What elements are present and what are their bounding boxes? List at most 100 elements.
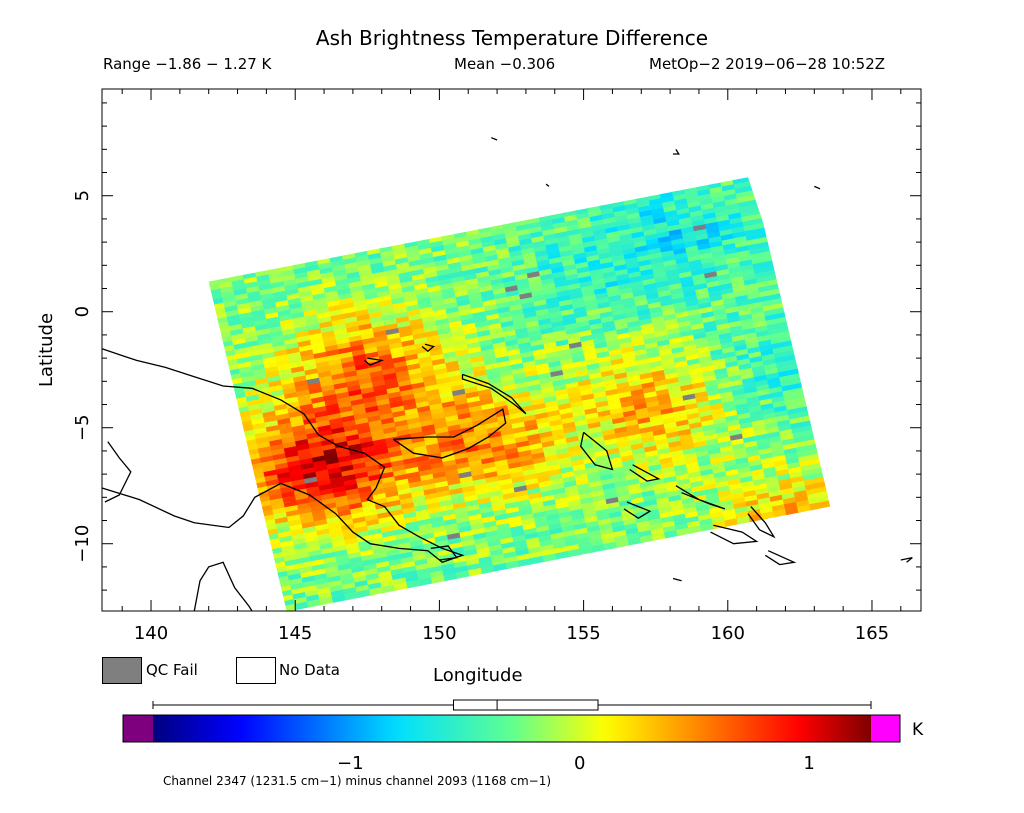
x-tick-label: 160 [711,623,745,644]
swath-pixel [756,279,778,290]
swath-pixel [802,472,824,483]
swath-pixel [803,476,825,487]
plot-frame [101,88,922,612]
qc-fail-swatch [102,657,142,684]
no-data-label: No Data [279,661,340,679]
coastline [104,441,132,503]
swath-pixel [789,415,811,426]
coastline [675,485,726,510]
swath-pixel [567,548,582,558]
swath-pixel [776,363,798,374]
coastline [673,148,680,155]
axis-ticks [102,89,921,611]
swath-pixel [505,560,522,570]
swath-pixel [455,569,473,579]
swath-pixel [805,486,827,497]
coastline [461,373,527,415]
mean-text: Mean −0.306 [454,55,556,73]
x-tick-label: 145 [278,623,312,644]
x-axis-label: Longitude [433,665,523,686]
swath-pixel [603,541,620,551]
swath-pixels [208,177,831,611]
swath-pixel [794,439,816,450]
swath-pixel [755,274,777,285]
y-tick-label: −10 [72,525,93,563]
coastline [623,501,652,519]
swath-pixel [615,538,632,548]
swath-pixel [795,443,817,454]
swath-pixel [751,255,773,266]
y-tick-label: 5 [72,190,93,201]
swath-pixel [591,543,607,553]
y-tick-label: −5 [72,414,93,441]
coastline [101,348,465,564]
coastline [491,137,498,141]
swath-pixel [787,406,808,417]
swath-pixel [779,373,801,384]
x-tick-label: 165 [855,623,889,644]
coastline [900,556,913,563]
swath-pixel [782,387,804,398]
swath-pixel [773,349,795,360]
coastline [363,357,385,366]
swath-pixel [753,265,775,276]
coastline [747,506,776,539]
swath-pixel [743,222,765,233]
colorbar-frame [122,714,901,743]
swath-pixel [785,401,807,412]
colorbar-gradient [153,715,871,742]
swath-pixel [793,434,815,445]
swath-pixel [735,189,757,200]
swath-pixel [804,481,826,492]
swath-pixel [530,555,546,565]
swath-pixel [764,312,786,323]
range-text: Range −1.86 − 1.27 K [103,55,272,73]
swath-pixel [762,302,784,313]
colorbar-tick-label: 0 [574,753,585,774]
coastline [580,431,614,471]
coastline [193,561,253,612]
colorbar-box [453,699,599,711]
swath-pixel [752,260,774,271]
swath-pixel [759,288,781,299]
coastline [629,464,661,482]
swath-pixel [807,491,828,501]
swath-pixel [744,227,766,238]
swath-pixel [736,194,758,205]
swath-pixel [742,218,764,228]
x-tick-label: 155 [566,623,600,644]
swath-pixel [765,316,787,327]
swath-pixel [732,177,754,186]
swath-pixel [788,411,810,421]
swath-pixel [809,500,831,511]
swath-pixel [738,199,759,210]
swath-pixel [480,565,497,574]
colorbar-over [871,715,900,742]
swath-pixel [791,425,813,436]
swath-pixel [733,180,755,191]
channel-footnote: Channel 2347 (1231.5 cm−1) minus channel… [163,774,552,788]
swath-pixel [783,392,805,403]
swath-pixel [774,354,796,365]
colorbar-tick-label: 1 [803,753,814,774]
swath-pixel [754,269,776,280]
swath-pixel [760,293,782,304]
coastlines [101,137,913,612]
swath-pixel [800,462,822,473]
swath-pixel [780,378,802,389]
swath-pixel [627,536,645,546]
coastline [430,545,458,561]
swath-pixel [579,546,595,555]
swath-pixel [775,359,797,370]
swath-pixel [792,429,814,440]
swath-pixel [801,467,823,478]
coastline [710,524,759,545]
swath-pixel [750,251,772,261]
no-data-swatch [236,657,276,684]
swath-pixel [768,326,790,337]
swath-pixel [745,232,767,243]
coastline [392,408,507,459]
swath-pixel [796,448,818,459]
swath-pixel [555,550,570,560]
